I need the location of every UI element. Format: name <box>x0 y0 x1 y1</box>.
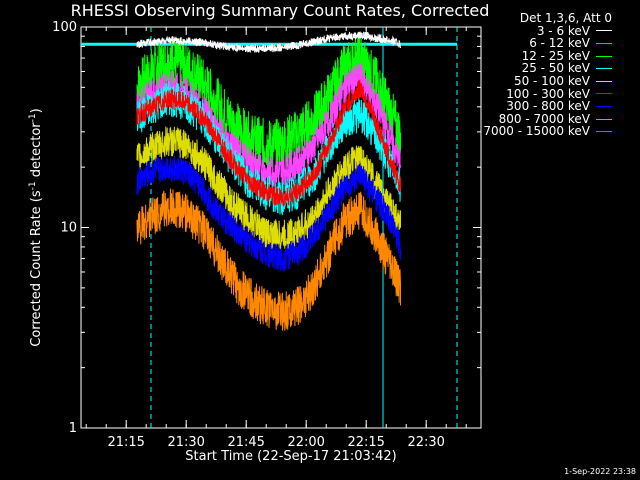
legend-swatch <box>596 55 612 57</box>
legend-swatch <box>596 105 612 107</box>
legend-swatch <box>596 68 612 70</box>
x-tick-label: 22:00 <box>287 435 324 450</box>
legend-rows: 3 - 6 keV 6 - 12 keV 12 - 25 keV 25 - 50 ke… <box>483 23 612 138</box>
x-tick-label: 22:15 <box>347 435 384 450</box>
x-tick-label: 22:30 <box>407 435 444 450</box>
legend-header: Det 1,3,6, Att 0 <box>483 12 612 25</box>
series-trace-2 <box>136 34 401 171</box>
series-trace-7 <box>136 188 401 331</box>
legend-label: 6 - 12 keV <box>529 36 590 51</box>
legend-label: 50 - 100 keV <box>513 73 590 88</box>
series-trace-6 <box>136 155 401 272</box>
legend-entry: 50 - 100 keV <box>483 75 612 88</box>
legend-header-text: Det 1,3,6, Att 0 <box>519 11 612 25</box>
legend-label: 800 - 7000 keV <box>498 111 590 126</box>
legend: Det 1,3,6, Att 0 3 - 6 keV 6 - 12 keV 12 -… <box>483 12 612 138</box>
series-trace-0 <box>136 31 401 53</box>
legend-entry: 25 - 50 keV <box>483 62 612 75</box>
chart-title: RHESSI Observing Summary Count Rates, Co… <box>70 1 490 20</box>
legend-entry: 800 - 7000 keV <box>483 113 612 126</box>
y-axis-label: Corrected Count Rate (s-1 detector-1) <box>28 108 44 346</box>
legend-swatch <box>596 80 612 82</box>
legend-entry: 100 - 300 keV <box>483 86 612 101</box>
legend-label: 12 - 25 keV <box>521 48 590 63</box>
legend-label: 3 - 6 keV <box>536 23 590 38</box>
legend-label: 300 - 800 keV <box>506 99 590 114</box>
legend-swatch <box>596 131 612 133</box>
legend-label: 100 - 300 keV <box>506 86 590 101</box>
x-tick-label: 21:15 <box>107 435 144 450</box>
legend-label: 25 - 50 keV <box>521 61 590 76</box>
series-trace-4 <box>136 126 401 251</box>
legend-entry: 6 - 12 keV <box>483 37 612 50</box>
y-tick-label: 10 <box>60 221 77 236</box>
series-trace-5 <box>136 79 401 207</box>
y-tick-label: 1 <box>69 421 77 436</box>
legend-swatch <box>596 118 612 120</box>
legend-swatch <box>596 42 612 44</box>
y-tick-label: 100 <box>52 20 77 35</box>
legend-label: 7000 - 15000 keV <box>483 124 590 139</box>
x-tick-label: 21:30 <box>167 435 204 450</box>
legend-swatch <box>596 93 612 95</box>
legend-entry: 300 - 800 keV <box>483 100 612 113</box>
legend-entry: 3 - 6 keV <box>483 23 612 38</box>
x-axis-label: Start Time (22-Sep-17 21:03:42) <box>185 449 396 464</box>
legend-swatch <box>596 30 612 32</box>
legend-entry: 12 - 25 keV <box>483 50 612 63</box>
timestamp: 1-Sep-2022 23:38 <box>564 467 636 476</box>
x-tick-label: 21:45 <box>227 435 264 450</box>
legend-entry: 7000 - 15000 keV <box>483 125 612 138</box>
